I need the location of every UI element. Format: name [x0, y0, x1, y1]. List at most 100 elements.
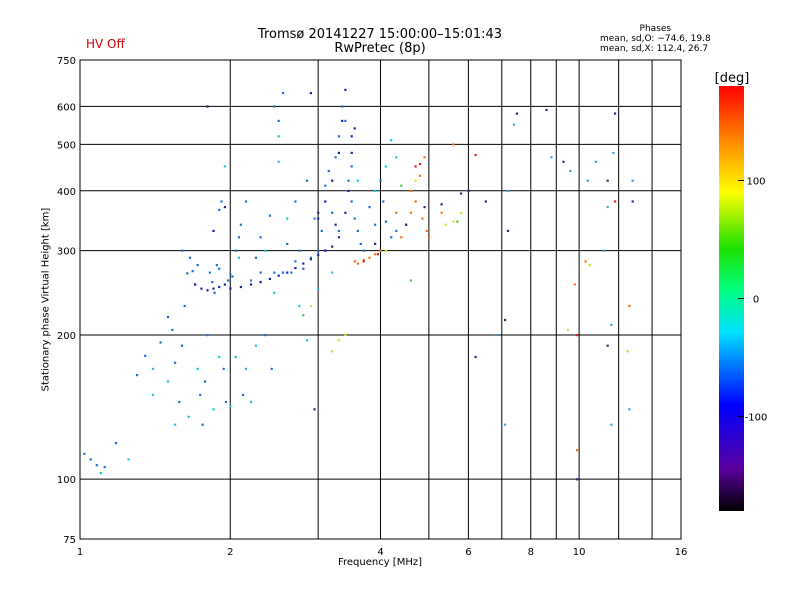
data-point-s8-10: [610, 423, 613, 426]
data-point-s0-35: [237, 236, 240, 239]
data-point-s0-11: [178, 400, 181, 404]
data-point-s3-22: [452, 143, 455, 146]
data-point-s8-9: [628, 408, 631, 411]
phase-stats-o: mean, sd,O: −74.6, 19.8: [600, 34, 711, 44]
colorbar-tick-label-2: -100: [745, 413, 768, 424]
data-point-s1-14: [302, 262, 305, 265]
y-tick-label-6: 600: [57, 102, 76, 113]
x-tick-labels: 1 2 4 6 8 10 16: [77, 547, 688, 558]
data-point-s6-0: [400, 184, 403, 187]
data-point-s7-15: [614, 112, 617, 115]
data-point-s3-3: [368, 256, 371, 259]
data-point-s4-8: [567, 328, 570, 331]
y-tick-labels: 75 100 200 300 400 500 600 750: [57, 56, 76, 546]
data-point-s5-1: [376, 253, 379, 256]
data-point-s0-75: [384, 220, 388, 223]
data-point-s0-55: [313, 217, 316, 220]
data-point-s3-20: [575, 449, 579, 452]
data-point-s7-14: [606, 179, 609, 182]
data-point-s0-63: [341, 105, 344, 108]
data-point-s0-53: [306, 179, 309, 182]
data-point-s7-16: [631, 200, 634, 203]
data-point-s5-6: [474, 154, 477, 157]
data-point-s1-28: [212, 229, 215, 232]
y-tick-label-3: 300: [57, 247, 76, 258]
data-point-s2-4: [196, 367, 199, 370]
x-tick-label-3: 6: [465, 547, 471, 558]
data-point-s5-0: [362, 260, 365, 263]
chart-title-line1: Tromsø 20141227 15:00:00–15:01:43: [257, 27, 503, 42]
y-tick-label-0: 75: [63, 535, 76, 546]
data-point-s0-54: [309, 256, 312, 259]
data-point-s0-34: [234, 249, 237, 252]
data-point-s1-7: [239, 285, 242, 289]
data-point-s8-2: [550, 156, 553, 159]
data-point-s0-1: [89, 458, 92, 461]
data-point-s2-30: [249, 400, 253, 404]
data-point-s7-12: [545, 108, 548, 112]
data-point-s0-40: [254, 256, 257, 259]
data-point-s1-23: [353, 127, 356, 130]
data-point-s7-3: [374, 242, 377, 245]
data-point-s1-13: [294, 267, 297, 270]
data-point-s3-16: [427, 236, 431, 239]
data-point-s0-38: [244, 200, 248, 203]
data-point-s1-19: [337, 236, 340, 239]
y-axis-label: Stationary phase Virtual Height [km]: [40, 207, 52, 392]
data-point-s0-84: [337, 229, 340, 232]
data-point-s3-6: [400, 236, 403, 239]
data-point-s0-9: [171, 328, 174, 331]
data-point-s0-69: [359, 242, 362, 245]
data-point-s4-6: [384, 249, 388, 252]
data-point-s0-48: [286, 242, 289, 245]
data-point-s5-5: [614, 200, 617, 203]
data-point-s3-14: [395, 211, 398, 214]
phase-stats: Phases mean, sd,O: −74.6, 19.8 mean, sd,…: [600, 24, 711, 54]
data-point-s3-10: [419, 174, 422, 177]
colorbar-tick-label-1: 0: [753, 295, 759, 306]
data-point-s1-4: [218, 285, 221, 289]
data-point-s4-0: [337, 339, 340, 342]
data-point-s2-0: [99, 472, 102, 475]
data-point-s0-57: [320, 229, 323, 232]
data-point-s2-17: [356, 179, 359, 182]
data-point-s8-5: [594, 160, 597, 163]
data-point-s0-33: [231, 275, 234, 278]
data-point-s0-58: [324, 184, 327, 187]
data-point-s0-66: [350, 200, 353, 203]
data-point-s0-20: [201, 423, 204, 426]
x-tick-label-1: 2: [227, 547, 233, 558]
data-point-s1-17: [324, 249, 327, 252]
data-point-s3-21: [440, 211, 443, 214]
data-point-s1-16: [317, 253, 320, 256]
data-point-s3-2: [362, 258, 365, 261]
data-point-s0-30: [224, 400, 228, 404]
data-point-s3-0: [353, 260, 356, 263]
data-point-s0-21: [204, 380, 207, 383]
data-point-s1-22: [350, 151, 353, 154]
data-point-s3-17: [584, 260, 587, 263]
data-point-s0-72: [374, 223, 377, 226]
data-point-s0-39: [249, 279, 253, 282]
data-point-s8-4: [586, 179, 589, 182]
data-point-s2-6: [234, 355, 237, 359]
data-point-s8-14: [631, 179, 634, 182]
hv-status-label: HV Off: [86, 37, 125, 51]
data-point-s1-0: [194, 283, 197, 286]
chart-title: Tromsø 20141227 15:00:00–15:01:43 RwPret…: [230, 28, 530, 56]
data-point-s1-9: [259, 281, 262, 284]
data-point-s0-28: [220, 200, 223, 203]
data-point-s0-7: [159, 341, 162, 344]
data-point-s7-13: [562, 160, 565, 163]
data-point-s1-27: [324, 200, 327, 203]
data-point-s0-31: [227, 279, 230, 282]
data-point-s2-22: [237, 256, 240, 259]
colorbar-ticks: 100 0 -100: [738, 176, 768, 424]
data-point-s0-64: [344, 119, 347, 122]
data-point-s0-12: [180, 344, 184, 347]
x-tick-label-0: 1: [77, 547, 83, 558]
data-point-s0-60: [331, 211, 334, 214]
data-point-s0-52: [302, 267, 305, 270]
data-point-s4-2: [331, 350, 334, 353]
data-point-s0-65: [347, 179, 350, 182]
